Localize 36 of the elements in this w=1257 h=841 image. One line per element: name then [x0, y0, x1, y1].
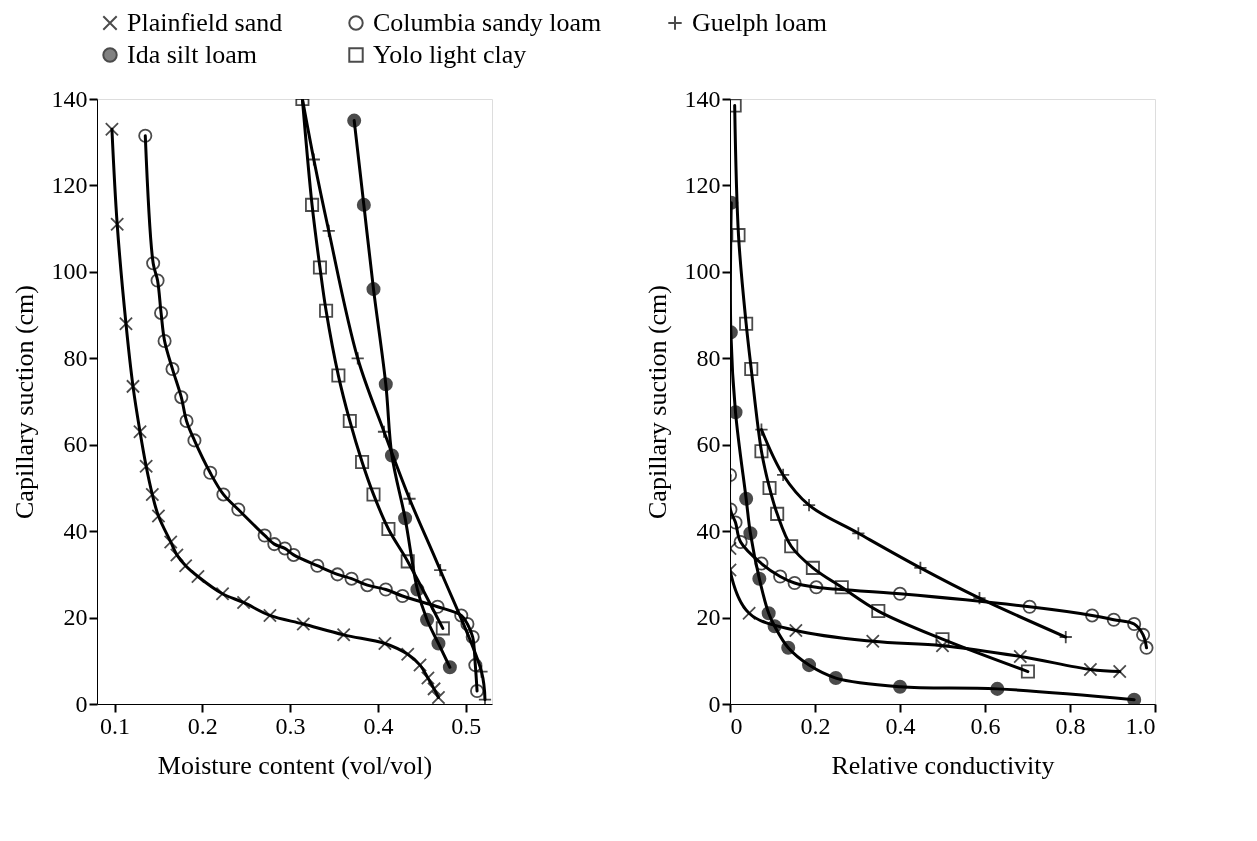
x-tick-label: 0.8 [1055, 712, 1086, 739]
y-tick-label: 80 [63, 344, 88, 371]
legend-label: Plainfield sand [127, 8, 283, 37]
y-tick-label: 60 [63, 431, 88, 458]
y-tick-label: 20 [63, 604, 88, 631]
y-tick-label: 20 [696, 604, 721, 631]
y-tick-label: 100 [684, 258, 721, 285]
y-tick-label: 60 [696, 431, 721, 458]
y-tick-label: 100 [51, 258, 88, 285]
y-tick-label: 0 [708, 690, 721, 717]
x-tick-label: 1.0 [1125, 712, 1156, 739]
y-axis-title: Capillary suction (cm) [642, 285, 672, 519]
x-tick-label: 0.6 [970, 712, 1001, 739]
x-axis-title: Moisture content (vol/vol) [157, 750, 433, 780]
x-tick-label: 0.5 [451, 712, 482, 739]
x-tick-label: 0.3 [275, 712, 306, 739]
x-tick-label: 0.1 [100, 712, 131, 739]
y-tick-label: 120 [684, 171, 721, 198]
x-tick-label: 0.4 [885, 712, 916, 739]
legend-label: Columbia sandy loam [373, 8, 602, 37]
legend-label: Ida silt loam [127, 40, 257, 69]
y-tick-label: 40 [696, 517, 721, 544]
y-tick-label: 140 [51, 85, 88, 112]
x-tick-label: 0.4 [363, 712, 394, 739]
y-tick-label: 80 [696, 344, 721, 371]
y-axis-title: Capillary suction (cm) [9, 285, 39, 519]
x-axis-title: Relative conductivity [831, 750, 1055, 780]
y-tick-label: 0 [75, 690, 88, 717]
x-tick-label: 0 [730, 712, 743, 739]
legend-label: Guelph loam [692, 8, 828, 37]
y-tick-label: 120 [51, 171, 88, 198]
legend-label: Yolo light clay [373, 40, 527, 69]
x-tick-label: 0.2 [187, 712, 218, 739]
x-tick-label: 0.2 [800, 712, 831, 739]
y-tick-label: 40 [63, 517, 88, 544]
y-tick-label: 140 [684, 85, 721, 112]
